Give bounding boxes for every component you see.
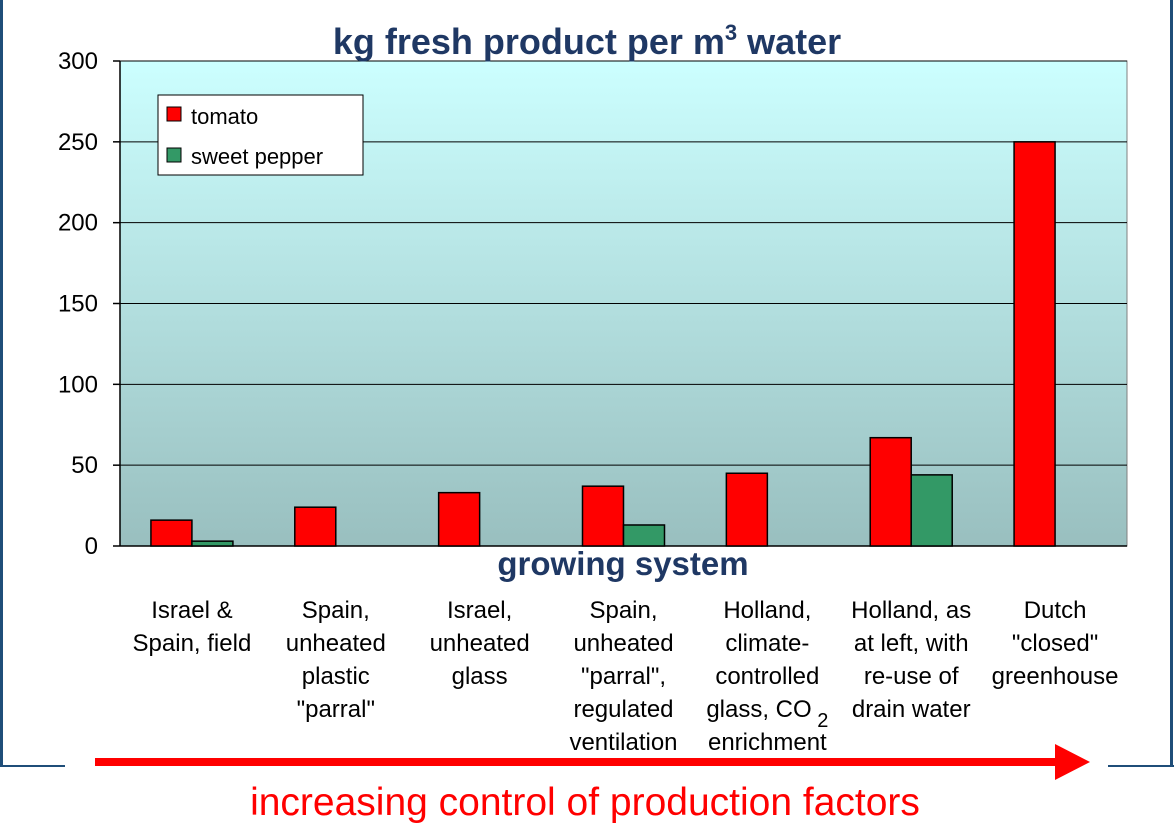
category-label: Holland, as at left, with re-use of drain w… [851, 597, 971, 723]
category-label-line: plastic [302, 663, 370, 690]
subscript-2: 2 [812, 710, 829, 732]
legend-swatch-tomato [166, 106, 182, 122]
category-label-line: ventilation [569, 729, 677, 756]
legend-label-tomato: tomato [191, 104, 258, 129]
bar-tomato-4 [725, 472, 769, 547]
title-suffix: water [737, 21, 841, 62]
y-tick-label: 50 [71, 452, 98, 479]
frame-left-edge [0, 0, 3, 766]
category-label-line: "closed" [1012, 630, 1098, 657]
category-label-line: Dutch [1024, 597, 1087, 624]
bar-tomato-0 [150, 519, 193, 547]
legend-label-sweet-pepper: sweet pepper [191, 144, 323, 169]
bar-tomato-5 [869, 436, 912, 547]
y-tick-label: 150 [58, 291, 98, 318]
category-label-line: regulated [573, 696, 673, 723]
category-label-line: drain water [852, 696, 971, 723]
frame-bottom-right [1108, 765, 1174, 767]
y-tick-label: 100 [58, 371, 98, 398]
legend: tomato sweet pepper [157, 94, 364, 176]
bar-tomato-3 [581, 485, 625, 547]
title-main: kg fresh product per m [333, 21, 725, 62]
category-label-line: greenhouse [992, 663, 1119, 690]
progress-arrow [95, 744, 1090, 780]
category-label-line: Spain, [589, 597, 657, 624]
category-label-line: unheated [286, 630, 386, 657]
category-label: Holland, climate-controlled glass, CO 2 enr… [706, 597, 828, 756]
category-label: Israel, unheated glass [430, 597, 530, 690]
category-label-line: controlled [715, 663, 819, 690]
frame-bottom-left [0, 765, 65, 767]
x-axis-title: growing system [497, 545, 748, 582]
bar-tomato-6 [1013, 141, 1056, 547]
category-label: Spain, unheated "parral", regulated ventilat… [569, 597, 677, 756]
frame-right-edge [1170, 0, 1173, 766]
category-label-line: Spain, field [133, 630, 252, 657]
category-label-line: unheated [573, 630, 673, 657]
footer-caption: increasing control of production factors [250, 781, 920, 824]
category-label-line: glass, CO [706, 696, 811, 723]
title-superscript: 3 [725, 20, 737, 45]
legend-swatch-sweet-pepper [166, 147, 182, 163]
category-label-line: Israel, [447, 597, 512, 624]
y-tick-label: 250 [58, 129, 98, 156]
category-label-line: Holland, [723, 597, 811, 624]
category-label-line: "parral", [581, 663, 666, 690]
category-label-line: Spain, [302, 597, 370, 624]
y-tick-label: 300 [58, 48, 98, 75]
category-label-line: at left, with [854, 630, 969, 657]
category-label-line: glass [452, 663, 508, 690]
y-tick-label: 200 [58, 210, 98, 237]
bar-sweet-pepper-0 [191, 540, 234, 547]
category-label-line: re-use of [864, 663, 959, 690]
category-label-line: enrichment [708, 729, 827, 756]
bar-tomato-2 [437, 491, 481, 547]
category-label: Israel & Spain, field [133, 597, 252, 657]
legend-box [157, 94, 364, 176]
category-label: Spain, unheated plastic "parral" [286, 597, 386, 723]
category-label: Dutch "closed" greenhouse [992, 597, 1119, 690]
category-label-line: climate- [725, 630, 809, 657]
bar-sweet-pepper-5 [910, 474, 953, 547]
bar-tomato-1 [294, 506, 337, 547]
y-tick-label: 0 [85, 533, 98, 560]
chart-title: kg fresh product per m3 water [333, 20, 841, 62]
category-label-line: unheated [430, 630, 530, 657]
category-label-line: Israel & [151, 597, 232, 624]
category-label-line: Holland, as [851, 597, 971, 624]
bar-sweet-pepper-3 [622, 524, 666, 547]
category-label-line: "parral" [297, 696, 375, 723]
